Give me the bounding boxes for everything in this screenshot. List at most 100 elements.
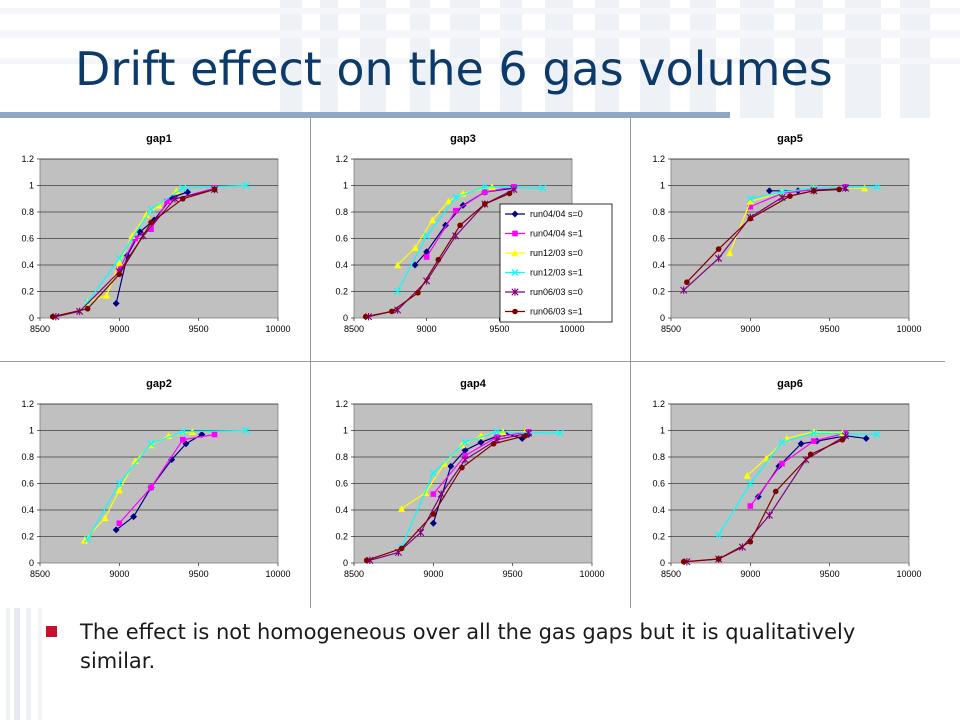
data-point [49,313,56,320]
data-point [778,188,786,196]
data-point [787,193,793,199]
data-point [462,452,468,459]
data-point [765,187,773,195]
series-line [432,431,529,495]
chart-panel-gap6: 0 0.2 0.4 0.6 0.8 1 1.2 8500 9000 9500 10000 gap6 [631,363,945,606]
y-tick-label: 1.2 [335,399,348,409]
y-tick-label: 0.8 [21,452,34,462]
series-line [115,433,203,531]
data-point [522,433,529,439]
data-point [444,197,453,205]
chart-panel-gap2: 0 0.2 0.4 0.6 0.8 1 1.2 8500 9000 9500 10000 gap2 [0,363,314,606]
data-point [180,436,186,443]
chart-title: gap6 [777,378,803,390]
data-point [772,488,779,495]
series-line [118,433,215,524]
y-tick-label: 0 [660,313,665,323]
y-tick-label: 0.8 [652,452,665,462]
data-point [101,514,109,522]
data-point [423,232,431,240]
data-point [179,184,187,192]
data-point [747,503,754,509]
y-tick-label: 1 [29,181,34,191]
y-tick-label: 0.6 [335,479,348,489]
y-tick-label: 1.2 [21,154,34,164]
series-line [366,435,526,561]
data-point [131,457,139,465]
data-point [807,451,814,458]
y-tick-label: 0 [343,313,348,323]
y-tick-label: 0.8 [652,207,665,217]
data-point [242,426,250,435]
y-tick-label: 0.2 [652,287,665,297]
data-point [115,486,123,494]
chart-panel-gap5: 0 0.2 0.4 0.6 0.8 1 1.2 8500 9000 9500 10000 gap5 [631,118,945,361]
y-tick-label: 1 [660,181,665,191]
y-tick-label: 0.8 [335,207,348,217]
chart-gap5: 0 0.2 0.4 0.6 0.8 1 1.2 8500 9000 9500 10000 gap5 [631,118,945,361]
data-point [779,460,785,467]
data-point [461,455,469,464]
data-point [198,430,206,439]
data-point [393,287,402,296]
data-point [778,438,786,447]
legend-marker [511,249,519,257]
y-tick-label: 0 [29,313,34,323]
data-point [754,493,762,501]
data-point [171,195,179,203]
data-point [680,286,688,294]
data-point [836,186,842,193]
data-point [714,531,723,539]
data-point [477,438,485,446]
x-tick-label: 8500 [30,324,50,334]
data-point [112,526,120,534]
top-decoration-grid [0,0,960,120]
data-point [726,249,734,257]
y-tick-label: 0.2 [21,287,34,297]
series-line [426,186,514,258]
data-point [490,440,497,447]
y-tick-label: 0.4 [652,505,665,515]
y-tick-label: 0.6 [652,234,665,244]
data-point [684,279,690,286]
legend-label: run04/04 s=0 [530,209,583,219]
legend-marker [512,230,518,237]
data-point [506,190,513,197]
legend-label: run04/04 s=1 [530,229,583,239]
x-tick-label: 10000 [265,569,290,579]
y-tick-label: 1.2 [21,399,34,409]
chart-title: gap5 [777,133,803,145]
data-point [423,254,430,260]
data-point [115,254,123,262]
x-tick-label: 8500 [661,324,681,334]
data-point [84,305,91,312]
data-point [429,519,437,527]
data-point [362,313,369,320]
data-point [746,479,754,488]
x-tick-label: 9500 [189,569,209,579]
data-point [164,198,170,205]
data-point [452,193,460,202]
legend-label: run12/03 s=1 [530,268,583,278]
x-tick-label: 9000 [109,569,129,579]
data-point [363,557,370,564]
series-line [686,188,840,283]
data-point [142,211,150,218]
chart-title: gap1 [146,133,172,145]
data-point [83,298,92,306]
data-point [398,545,405,552]
legend-marker [511,288,519,296]
data-point [461,438,469,447]
x-tick-label: 9000 [423,569,443,579]
data-point [394,261,402,269]
data-point [242,181,250,190]
x-tick-label: 10000 [265,324,290,334]
y-tick-label: 0.2 [652,532,665,542]
data-point [482,201,488,207]
series-line [757,435,867,498]
x-tick-label: 9500 [503,569,523,579]
y-tick-label: 0 [29,558,34,568]
data-point [429,469,437,477]
data-point [168,456,176,464]
data-point [457,222,463,229]
